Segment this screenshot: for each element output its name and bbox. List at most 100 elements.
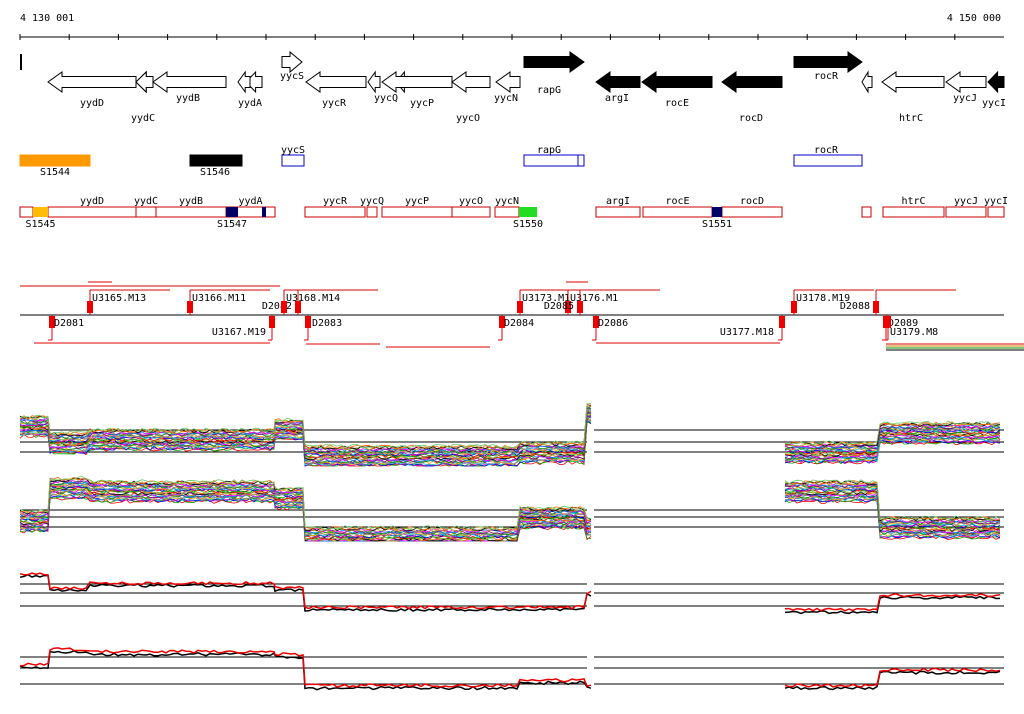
segment-label: yycR xyxy=(323,196,348,207)
gene-label: argI xyxy=(605,93,629,104)
transcript-label: U3178.M19 xyxy=(796,293,850,304)
feature-box xyxy=(381,206,453,218)
feature-box xyxy=(945,206,987,218)
transcript-marker xyxy=(517,301,523,313)
gene-arrow xyxy=(281,50,303,74)
transcript-label: D2082 xyxy=(262,301,292,312)
feature-box xyxy=(882,206,945,218)
segment-label: yycI xyxy=(984,196,1008,207)
segment-label: rocR xyxy=(814,145,839,156)
transcript-label: U3165.M13 xyxy=(92,293,146,304)
expression-trace xyxy=(19,572,1001,612)
feature-box xyxy=(366,206,378,218)
feature-box xyxy=(47,206,137,218)
segment xyxy=(19,154,91,167)
gene-label: rocE xyxy=(665,98,689,109)
gene-label: yydD xyxy=(80,98,104,109)
transcript-label: U3179.M8 xyxy=(890,327,938,338)
gene-arrow xyxy=(305,71,367,93)
gene-arrow xyxy=(641,71,713,93)
gene-label: yydB xyxy=(176,93,200,104)
transcript-label: U3167.M19 xyxy=(212,327,266,338)
transcript-marker xyxy=(49,316,55,328)
gene-arrow xyxy=(245,70,263,94)
segment-label: yycQ xyxy=(360,196,384,207)
ruler-end: 4 150 000 xyxy=(947,13,1001,24)
gene-arrow xyxy=(20,54,22,70)
segment-label: yycP xyxy=(405,196,429,207)
transcript-label: D2083 xyxy=(312,318,342,329)
gene-label: yycP xyxy=(410,98,434,109)
gene-label: yydA xyxy=(238,98,262,109)
expression-trace xyxy=(19,403,1001,449)
feature-box xyxy=(721,206,783,218)
feature-box xyxy=(861,206,872,218)
feature-box xyxy=(135,206,157,218)
feature-box xyxy=(304,206,366,218)
segment-label: yydB xyxy=(179,196,203,207)
gene-label: yycN xyxy=(494,93,518,104)
segment-label: htrC xyxy=(901,196,925,207)
gene-label: yycR xyxy=(322,98,347,109)
expression-trace xyxy=(19,476,1001,531)
expression-trace xyxy=(19,647,1001,688)
gene-arrow xyxy=(945,71,987,93)
gene-arrow xyxy=(987,70,1005,94)
segment-label: S1550 xyxy=(513,219,543,230)
transcript-marker xyxy=(499,316,505,328)
transcript-label: D2086 xyxy=(598,318,628,329)
gene-arrow xyxy=(861,70,873,94)
segment-mark xyxy=(33,207,48,217)
segment-label: yycS xyxy=(281,145,305,156)
segment-label: yydA xyxy=(238,196,262,207)
gene-arrow xyxy=(47,71,137,93)
transcript-marker xyxy=(565,301,571,313)
transcript-marker xyxy=(779,316,785,328)
transcript-label: D2084 xyxy=(504,318,534,329)
transcript-marker xyxy=(87,301,93,313)
gene-label: htrC xyxy=(899,113,923,124)
segment xyxy=(577,154,585,167)
transcript-label: U3176.M1 xyxy=(570,293,618,304)
gene-arrow xyxy=(381,71,453,93)
gene-label: yycO xyxy=(456,113,480,124)
gene-arrow xyxy=(237,70,251,94)
segment-mark xyxy=(519,207,537,217)
gene-arrow xyxy=(793,51,863,73)
gene-arrow xyxy=(152,71,227,93)
segment-label: rocD xyxy=(740,196,764,207)
segment-label: yycJ xyxy=(954,196,978,207)
gene-arrow xyxy=(135,70,154,94)
transcript-label: D2088 xyxy=(840,301,870,312)
transcript-marker xyxy=(885,316,891,328)
transcript-label: U3166.M11 xyxy=(192,293,246,304)
transcript-label: U3168.M14 xyxy=(286,293,340,304)
transcript-marker xyxy=(791,301,797,313)
gene-label: yycQ xyxy=(374,93,398,104)
segment-label: S1547 xyxy=(217,219,247,230)
transcript-marker xyxy=(873,301,879,313)
segment-label: yycO xyxy=(459,196,483,207)
segment xyxy=(189,154,243,167)
transcript-marker xyxy=(187,301,193,313)
gene-arrow xyxy=(367,70,381,94)
segment xyxy=(793,154,863,167)
gene-arrow xyxy=(721,71,783,93)
feature-box xyxy=(155,206,227,218)
segment-label: S1546 xyxy=(200,167,230,178)
transcript-marker xyxy=(295,301,301,313)
feature-box xyxy=(19,206,34,218)
transcript-label: D2089 xyxy=(888,318,918,329)
segment-label: yydC xyxy=(134,196,158,207)
transcript-marker xyxy=(593,316,599,328)
segment-label: S1545 xyxy=(25,219,55,230)
gene-arrow xyxy=(523,51,585,73)
segment-label: rapG xyxy=(537,145,561,156)
gene-arrow xyxy=(495,71,521,93)
gene-label: rocD xyxy=(739,113,763,124)
segment-label: S1551 xyxy=(702,219,732,230)
feature-box xyxy=(451,206,491,218)
transcript-marker xyxy=(269,316,275,328)
